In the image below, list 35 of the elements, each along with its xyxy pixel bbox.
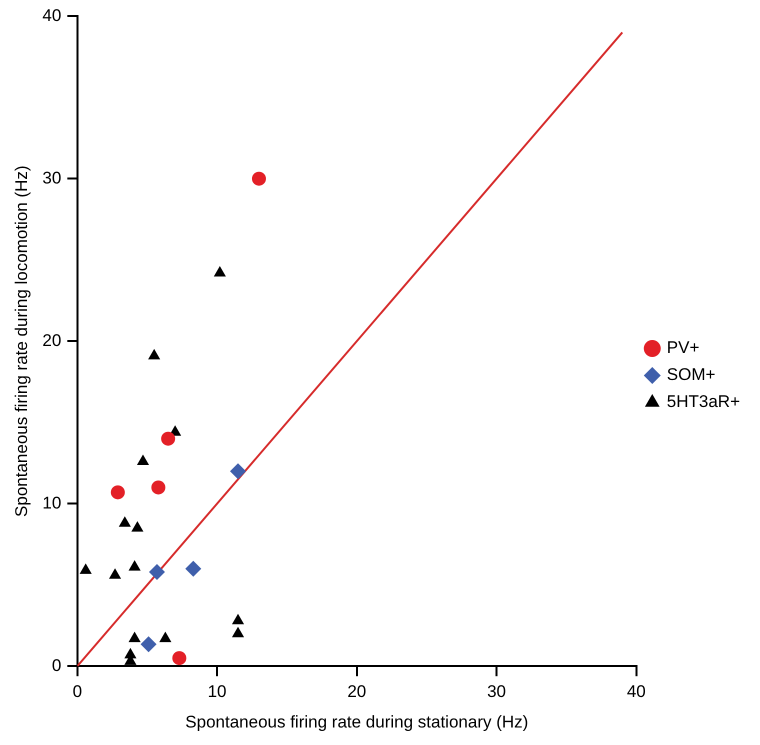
point: [110, 485, 125, 500]
y-tick-label: 10: [42, 493, 62, 512]
y-tick-label: 40: [42, 6, 62, 25]
point: [161, 432, 176, 446]
legend-label: SOM+: [666, 365, 716, 384]
y-tick-label: 20: [42, 330, 62, 350]
y-tick-label: 30: [42, 168, 62, 188]
point: [214, 266, 226, 276]
y-axis-title: Spontaneous firing rate during locomotion (Hz): [12, 165, 31, 517]
point: [118, 516, 131, 527]
x-tick-label: 20: [347, 682, 366, 702]
point: [230, 463, 246, 480]
point: [151, 480, 166, 494]
x-tick-label: 30: [487, 682, 506, 702]
point: [128, 560, 141, 571]
point: [252, 172, 266, 186]
x-tick-label: 40: [626, 682, 646, 702]
point: [136, 454, 150, 465]
point: [232, 626, 244, 638]
point: [128, 632, 141, 642]
point: [232, 614, 244, 624]
x-tick-label: 10: [208, 682, 227, 702]
point: [185, 560, 202, 577]
x-axis-title: Spontaneous firing rate during stationary (Hz): [185, 712, 528, 732]
legend-label: 5HT3aR+: [666, 392, 740, 412]
point: [148, 564, 165, 580]
x-tick-label: 0: [72, 682, 82, 702]
point: [131, 521, 144, 532]
point: [159, 632, 172, 642]
y-tick-label: 0: [52, 656, 62, 675]
point: [80, 563, 92, 574]
point: [148, 348, 160, 360]
legend-label: PV+: [666, 338, 700, 358]
point: [140, 636, 157, 652]
point: [108, 568, 122, 579]
